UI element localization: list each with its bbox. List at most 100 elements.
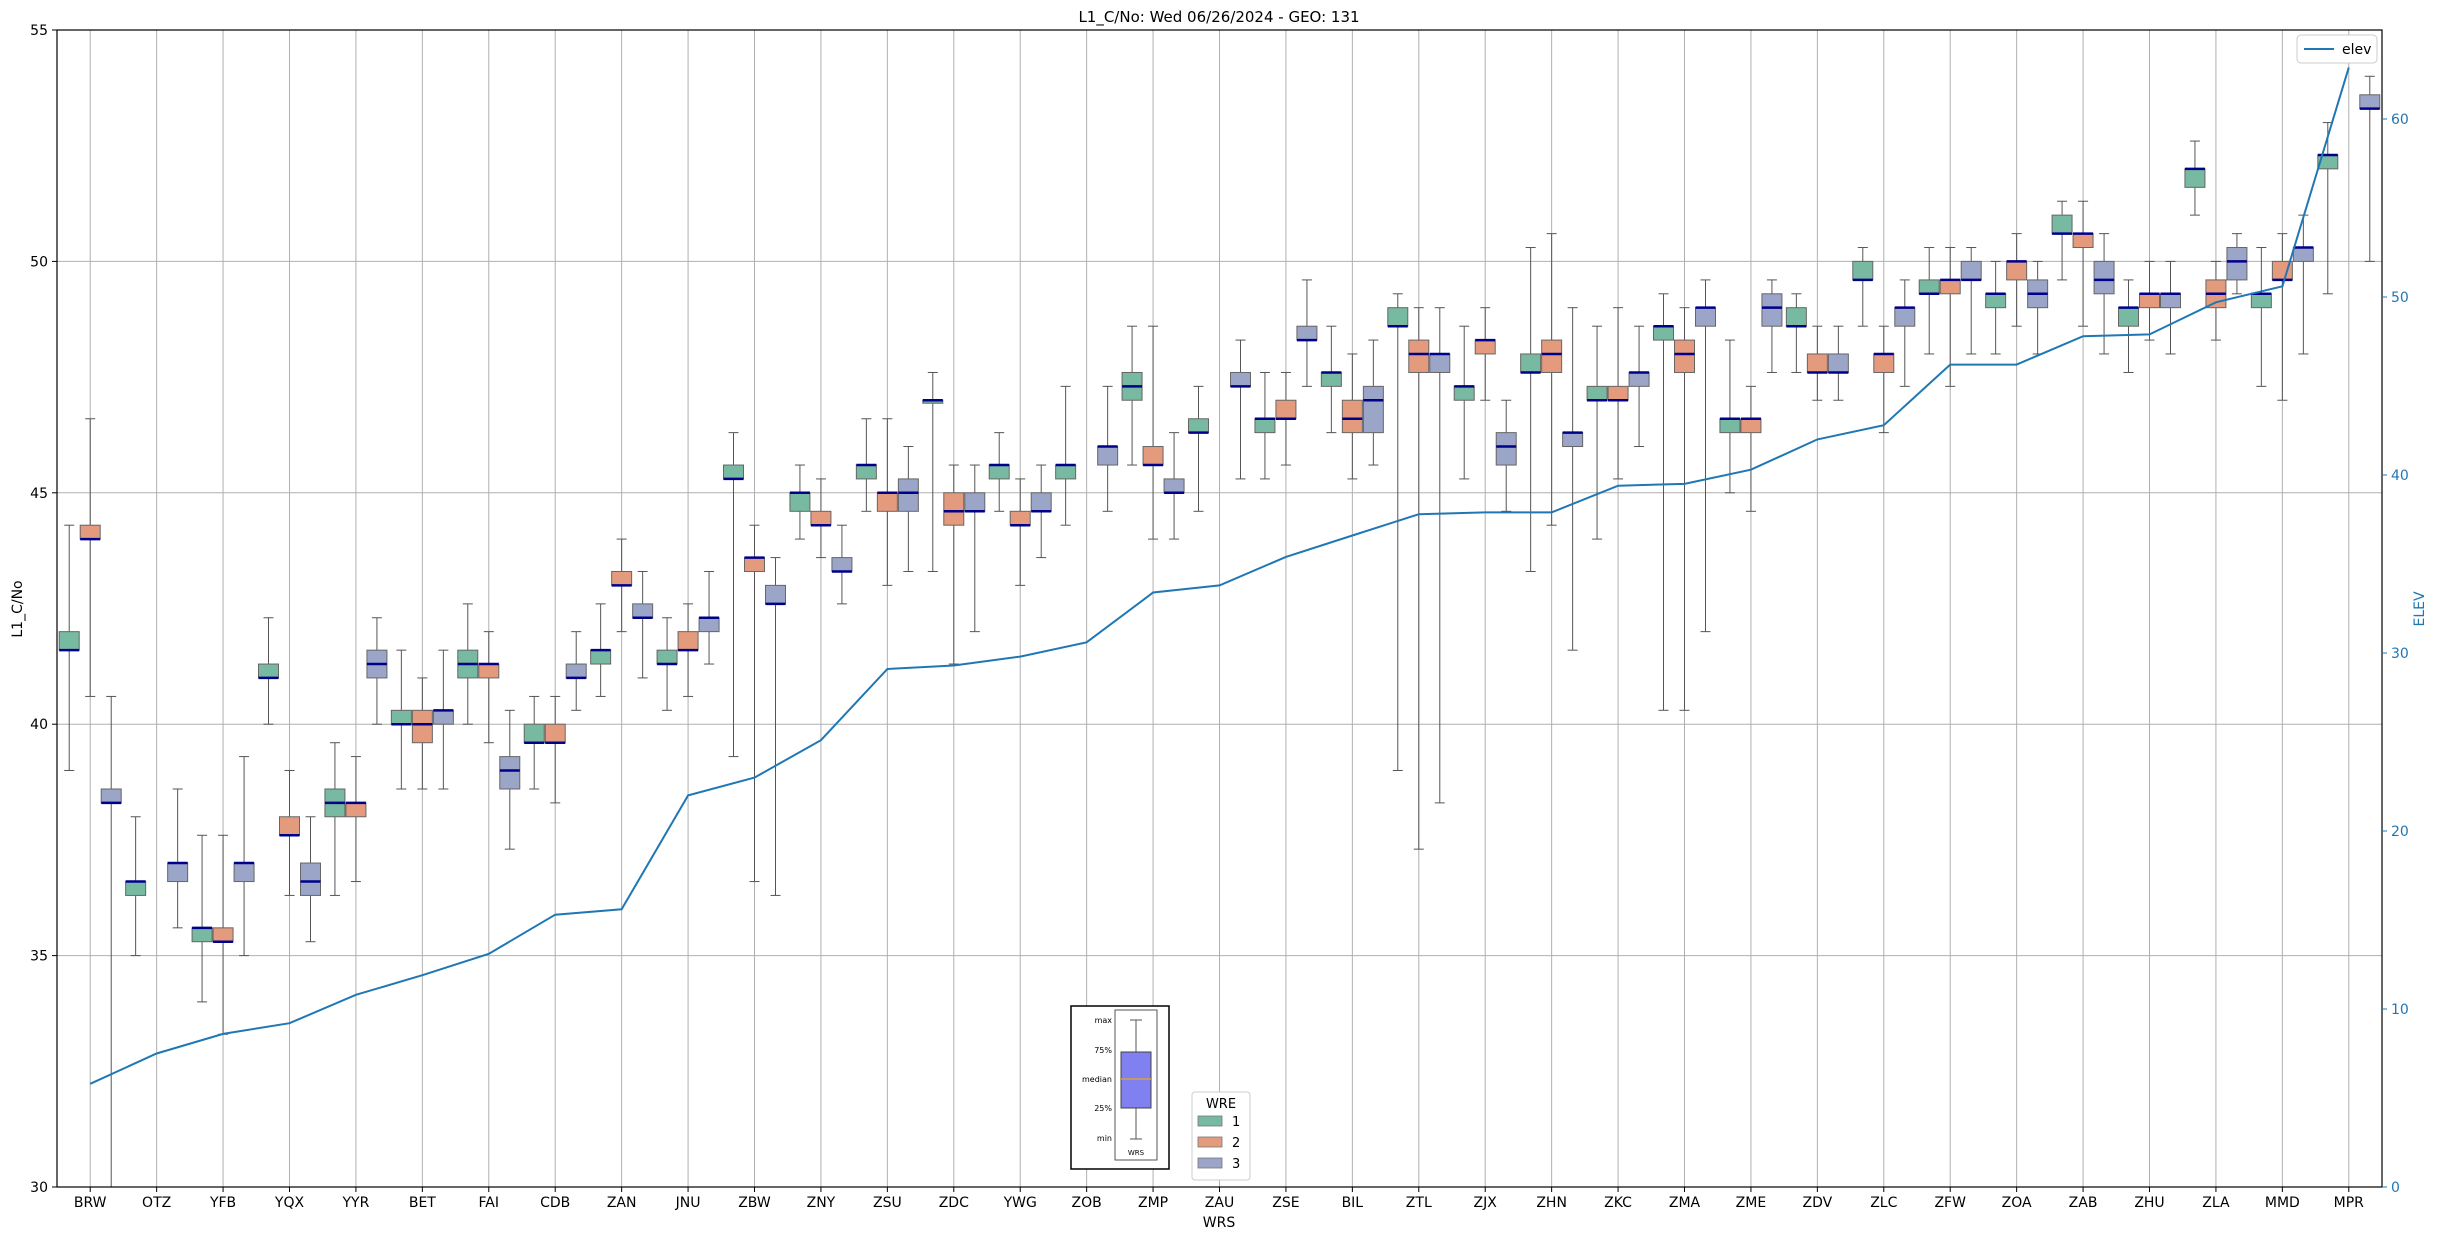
box-key-label: median — [1082, 1075, 1112, 1084]
box-yfb-wre2 — [212, 834, 234, 1035]
x-tick-label: ZMA — [1669, 1195, 1701, 1211]
box-zfw-wre2 — [1939, 247, 1961, 387]
elev-legend-frame — [2296, 34, 2378, 64]
box-mpr-wre3 — [2359, 75, 2381, 262]
box-iqr — [2093, 260, 2115, 295]
x-tick-label: ZME — [1736, 1195, 1767, 1211]
box-zlc-wre3 — [1894, 279, 1916, 387]
x-tick-label: FAI — [479, 1195, 499, 1211]
box-bil-wre3 — [1362, 339, 1384, 466]
x-tick-label: ZBW — [738, 1195, 771, 1211]
box-iqr — [2226, 247, 2248, 281]
box-iqr — [411, 709, 433, 744]
y2-tick-label: 50 — [2391, 290, 2409, 306]
box-key-label: 75% — [1094, 1046, 1112, 1055]
box-iqr — [2139, 293, 2160, 309]
box-zab-wre1 — [2051, 200, 2073, 281]
box-zdc-wre1 — [922, 371, 944, 572]
box-iqr — [1740, 418, 1762, 434]
box-iqr — [744, 557, 765, 572]
box-zdv-wre1 — [1785, 293, 1807, 373]
x-tick-label: CDB — [540, 1195, 570, 1211]
box-zmp-wre1 — [1121, 325, 1143, 466]
x-tick-label: ZFW — [1934, 1195, 1966, 1211]
box-iqr — [499, 756, 521, 790]
box-key-label: 25% — [1094, 1104, 1112, 1113]
box-zse-wre2 — [1275, 371, 1297, 466]
box-yfb-wre1 — [191, 834, 213, 1003]
box-ztl-wre2 — [1408, 307, 1430, 850]
box-zau-wre1 — [1188, 385, 1209, 512]
box-zse-wre1 — [1254, 371, 1276, 480]
box-jnu-wre1 — [656, 617, 678, 711]
box-brw-wre3 — [100, 695, 122, 1188]
x-tick-label: MMD — [2265, 1195, 2300, 1211]
box-iqr — [2118, 307, 2139, 327]
y-axis-label: L1_C/No — [10, 580, 26, 637]
box-zme-wre3 — [1761, 279, 1783, 373]
box-key-iqr — [1120, 1051, 1152, 1109]
box-iqr — [1852, 260, 1874, 281]
x-tick-label: MPR — [2334, 1195, 2365, 1211]
box-iqr — [1894, 307, 1916, 327]
x-tick-label: ZKC — [1604, 1195, 1632, 1211]
box-zoa-wre1 — [1985, 260, 2007, 355]
wre-legend-label: 1 — [1232, 1115, 1240, 1130]
x-tick-label: ZDC — [939, 1195, 969, 1211]
y2-axis-label: ELEV — [2412, 591, 2428, 626]
x-tick-label: ZAN — [607, 1195, 637, 1211]
x-tick-label: ZOB — [1072, 1195, 1102, 1211]
box-zfw-wre1 — [1918, 247, 1940, 355]
elev-series — [89, 67, 2350, 1085]
box-iqr — [100, 788, 122, 804]
box-ztl-wre3 — [1429, 307, 1451, 804]
box-iqr — [2250, 293, 2272, 309]
box-iqr — [1453, 385, 1475, 401]
box-iqr — [1474, 339, 1496, 355]
box-zjx-wre1 — [1453, 325, 1475, 480]
box-iqr — [58, 631, 80, 651]
box-zma-wre2 — [1674, 307, 1695, 711]
box-iqr — [2051, 214, 2073, 235]
box-iqr — [1873, 353, 1895, 373]
elev-line — [89, 67, 2350, 1085]
box-yqx-wre3 — [300, 816, 321, 943]
box-iqr — [1230, 371, 1251, 387]
x-tick-label: ZSU — [873, 1195, 902, 1211]
box-zsu-wre3 — [897, 446, 919, 572]
box-iqr — [1163, 478, 1185, 494]
box-zdc-wre2 — [943, 464, 965, 665]
box-iqr — [1188, 418, 1209, 434]
box-iqr — [855, 464, 877, 480]
box-iqr — [943, 492, 965, 526]
box-zob-wre3 — [1097, 385, 1119, 512]
box-iqr — [1653, 325, 1674, 341]
box-ztl-wre1 — [1387, 293, 1409, 771]
wre-legend-swatch — [1197, 1157, 1223, 1169]
box-zhn-wre1 — [1520, 247, 1542, 572]
box-iqr — [590, 649, 612, 665]
box-zny-wre2 — [810, 478, 832, 559]
box-iqr — [1785, 307, 1807, 327]
box-cdb-wre1 — [523, 695, 545, 790]
box-zse-wre3 — [1296, 279, 1318, 387]
box-zdv-wre3 — [1827, 325, 1849, 401]
box-yyr-wre2 — [345, 756, 367, 883]
box-fai-wre2 — [478, 631, 500, 744]
box-iqr — [1429, 353, 1451, 373]
box-iqr — [191, 927, 213, 943]
box-iqr — [656, 649, 678, 665]
box-key-inset: max 75% median 25% min WRS — [1070, 1005, 1170, 1170]
wre-legend-label: 2 — [1232, 1136, 1240, 1151]
box-cdb-wre2 — [544, 695, 566, 804]
box-iqr — [345, 802, 367, 818]
box-bet-wre2 — [411, 677, 433, 790]
box-zan-wre1 — [590, 603, 612, 697]
box-bil-wre1 — [1320, 325, 1342, 434]
box-zbw-wre1 — [723, 432, 744, 758]
box-iqr — [1296, 325, 1318, 341]
box-iqr — [523, 723, 545, 744]
box-iqr — [432, 709, 454, 725]
box-zmp-wre2 — [1142, 325, 1164, 540]
x-tick-label: ZJX — [1474, 1195, 1498, 1211]
